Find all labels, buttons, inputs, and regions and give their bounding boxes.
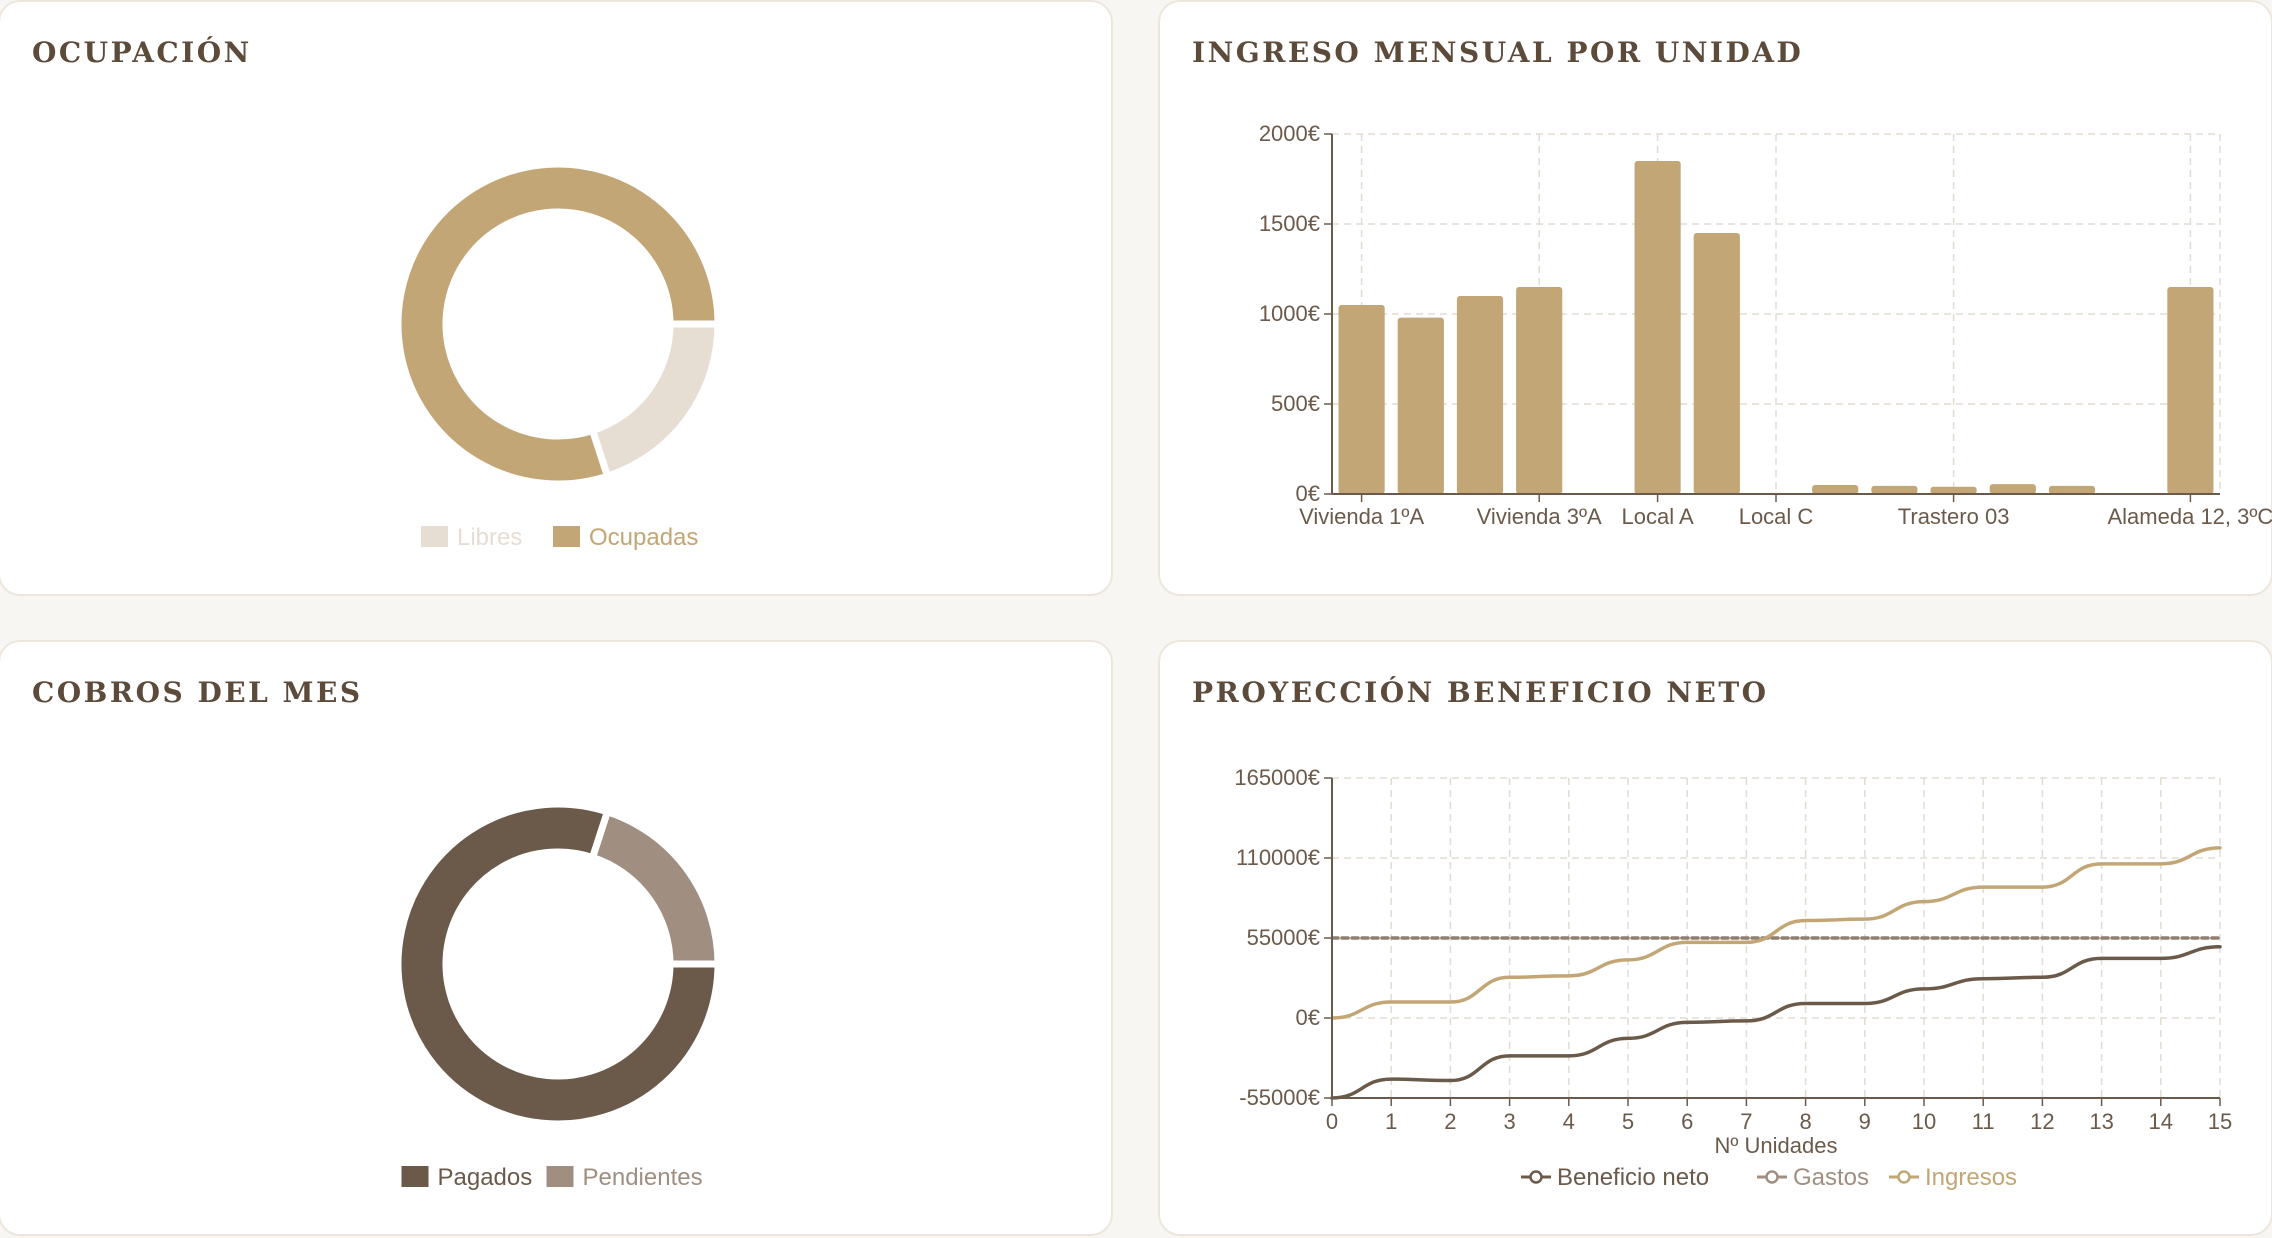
y-tick-label: 500€: [1271, 391, 1320, 416]
x-tick-label: Vivienda 3ºA: [1477, 504, 1602, 529]
y-tick-label: 2000€: [1259, 121, 1320, 146]
legend-label-ingresos: Ingresos: [1925, 1164, 2017, 1191]
ocupacion-title: OCUPACIÓN: [32, 36, 252, 69]
x-tick-label: 9: [1859, 1109, 1871, 1134]
x-tick-label: Vivienda 1ºA: [1299, 504, 1424, 529]
slice-libres: [588, 320, 722, 481]
bar-10: [1871, 485, 1918, 494]
y-tick-label: 55000€: [1247, 925, 1320, 950]
legend-marker-ingresos: [1897, 1170, 1911, 1184]
x-tick-label: 10: [1912, 1109, 1936, 1134]
x-tick-label: 14: [2149, 1109, 2173, 1134]
legend-label-gastos: Gastos: [1793, 1164, 1869, 1191]
x-tick-label: 8: [1799, 1109, 1811, 1134]
y-tick-label: 165000€: [1234, 765, 1320, 790]
legend-label-ocupadas: Ocupadas: [589, 524, 698, 551]
x-tick-label: Local C: [1739, 504, 1814, 529]
y-tick-label: 0€: [1296, 1005, 1320, 1030]
bar-2: [1397, 317, 1444, 494]
bar-9: [1812, 485, 1859, 494]
bar-3: [1456, 296, 1504, 494]
legend-swatch-pagados: [401, 1166, 429, 1187]
x-tick-label: 13: [2089, 1109, 2113, 1134]
legend-label-pendientes: Pendientes: [583, 1164, 703, 1191]
proyeccion-title: PROYECCIÓN BENEFICIO NETO: [1192, 676, 1769, 709]
x-tick-label: 4: [1563, 1109, 1575, 1134]
legend-label-beneficio-neto: Beneficio neto: [1557, 1164, 1709, 1191]
legend-marker-beneficio-neto: [1529, 1170, 1543, 1184]
bar-15: [2167, 287, 2214, 494]
bar-4: [1516, 287, 1563, 494]
x-tick-label: 5: [1622, 1109, 1634, 1134]
legend-label-pagados: Pagados: [438, 1164, 533, 1191]
y-tick-label: 1000€: [1259, 301, 1320, 326]
x-tick-label: 15: [2208, 1109, 2232, 1134]
x-tick-label: Alameda 12, 3ºC: [2108, 504, 2272, 529]
slice-ocupadas: [394, 160, 722, 488]
legend-label-libres: Libres: [457, 524, 522, 551]
y-tick-label: 1500€: [1259, 211, 1320, 236]
x-tick-label: 1: [1385, 1109, 1397, 1134]
x-tick-label: 0: [1326, 1109, 1338, 1134]
y-tick-label: 110000€: [1236, 845, 1320, 870]
x-tick-label: 12: [2030, 1109, 2054, 1134]
legend-swatch-ocupadas: [553, 526, 580, 547]
slice-pagados: [394, 800, 722, 1128]
y-tick-label: 0€: [1296, 481, 1320, 506]
x-tick-label: Local A: [1622, 504, 1694, 529]
ingreso-card: INGRESO MENSUAL POR UNIDAD 0€ 500€ 1000€ 15…: [1158, 0, 2272, 596]
legend-swatch-pendientes: [546, 1166, 574, 1187]
ingreso-title: INGRESO MENSUAL POR UNIDAD: [1192, 36, 1804, 69]
bar-13: [2048, 485, 2096, 494]
series-line-ingresos: [1330, 846, 2222, 1020]
slice-pendientes: [588, 807, 722, 968]
x-tick-label: Trastero 03: [1898, 504, 2010, 529]
legend-marker-gastos: [1765, 1170, 1779, 1184]
x-tick-label: 7: [1740, 1109, 1752, 1134]
x-tick-label: 6: [1681, 1109, 1693, 1134]
x-tick-label: 2: [1444, 1109, 1456, 1134]
proyeccion-card: PROYECCIÓN BENEFICIO NETO -55000€ 0€ 55000…: [1158, 640, 2272, 1236]
bar-6: [1634, 161, 1681, 494]
cobros-card: COBROS DEL MES Pagados Pendientes: [0, 640, 1113, 1236]
y-tick-label: -55000€: [1239, 1085, 1320, 1110]
bar-11: [1930, 486, 1977, 494]
x-tick-label: 3: [1503, 1109, 1515, 1134]
bar-1: [1338, 305, 1385, 494]
ocupacion-card: OCUPACIÓN Libres Ocupadas: [0, 0, 1113, 596]
x-tick-label: 11: [1972, 1109, 1995, 1134]
ocupacion-donut-chart: Libres Ocupadas: [394, 160, 722, 551]
ingreso-bar-chart: 0€ 500€ 1000€ 1500€ 2000€ Vivienda 1ºA Viviend…: [1259, 121, 2272, 529]
x-axis-title: Nº Unidades: [1715, 1133, 1838, 1158]
bar-7: [1693, 233, 1740, 494]
cobros-donut-chart: Pagados Pendientes: [394, 800, 722, 1191]
bar-12: [1989, 484, 2036, 494]
proyeccion-line-chart: -55000€0€55000€110000€165000€0 1 2 3 4 5 6 7 8 9 1…: [1234, 765, 2232, 1191]
legend-swatch-libres: [421, 526, 448, 547]
cobros-title: COBROS DEL MES: [32, 676, 363, 709]
series-line-beneficio-neto: [1330, 944, 2222, 1100]
